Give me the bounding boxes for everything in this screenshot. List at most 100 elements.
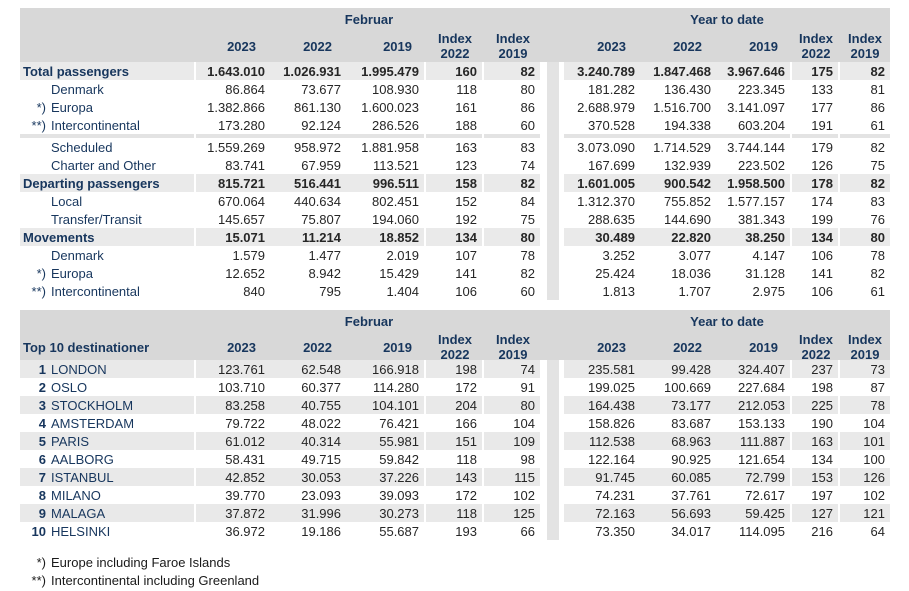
value-cell: 191 [792,116,840,134]
value-cell: 100 [863,451,885,467]
table-row: *) Europa 12.652 8.942 15.429 141 82 25.424 18.0… [20,264,890,282]
table-row: Scheduled 1.559.269 958.972 1.881.958 163 83 3… [20,138,890,156]
row-prefix: *) [36,265,46,281]
value-cell: 2.019 [346,246,426,264]
row-label: MILANO [51,487,101,503]
value-cell: 8.942 [308,265,341,281]
value-cell: 3.240.789 [564,62,640,80]
column-group-gap [542,432,564,450]
col-header-year: 2019 [716,332,792,362]
value-cell: 72.799 [716,468,792,486]
row-label-cell: 1 LONDON [20,360,196,378]
col-header-year: 2023 [564,332,640,362]
row-prefix: 10 [31,523,46,539]
row-label-cell: Local [20,192,196,210]
table-row: *) Europa 1.382.866 861.130 1.600.023 161 86 2.… [20,98,890,116]
value-cell: 1.847.468 [640,62,716,80]
row-prefix: 7 [38,469,46,485]
value-cell: 861.130 [294,99,341,115]
row-label-cell: *) Europa [20,98,196,116]
value-cell: 178 [792,174,840,192]
value-cell: 603.204 [716,116,792,134]
row-label-cell: Departing passengers [20,174,196,192]
value-cell: 172 [426,378,484,396]
value-cell: 18.036 [671,265,711,281]
column-group-gap [542,396,564,414]
value-cell: 78 [484,246,542,264]
value-cell: 324.407 [716,360,792,378]
value-cell: 81 [870,81,885,97]
group-header-year-to-date: Year to date [564,8,890,30]
value-cell: 80 [484,396,542,414]
group-header-februar: Februar [196,8,542,30]
col-header-index-line1: Index [438,31,472,46]
footnote: *) Europe including Faroe Islands [20,553,890,571]
table-row: Total passengers 1.643.010 1.026.931 1.995.… [20,62,890,80]
row-label: PARIS [51,433,90,449]
value-cell: 83 [870,193,885,209]
column-group-gap [542,282,564,300]
value-cell: 78 [840,396,890,414]
value-cell: 76.421 [346,414,426,432]
value-cell: 204 [426,396,484,414]
value-cell: 3.252 [602,247,635,263]
value-cell: 108.930 [346,80,426,98]
value-cell: 15.071 [196,228,270,246]
value-cell: 25.424 [595,265,635,281]
value-cell: 198 [792,378,840,396]
value-cell: 103.710 [218,379,265,395]
value-cell: 840 [243,283,265,299]
value-cell: 1.577.157 [716,192,792,210]
value-cell: 113.521 [346,156,426,174]
value-cell: 37.872 [196,504,270,522]
row-label: Total passengers [23,63,129,79]
table-header-columns: 2023 2022 2019 Index 2022 Index 2019 2023 2022 20… [20,30,890,62]
value-cell: 60 [484,116,542,134]
value-cell: 1.579 [232,247,265,263]
value-cell: 193 [426,522,484,540]
row-label-cell: *) Europa [20,264,196,282]
value-cell: 74 [484,156,542,174]
value-cell: 59.425 [716,504,792,522]
column-group-gap [542,62,564,80]
value-cell: 123.761 [196,360,270,378]
value-cell: 237 [792,360,840,378]
row-label-cell: Denmark [20,80,196,98]
value-cell: 106 [792,246,840,264]
separator-cell [542,134,564,138]
value-cell: 83.687 [671,415,711,431]
value-cell: 1.600.023 [346,98,426,116]
value-cell: 151 [426,432,484,450]
value-cell: 75 [870,157,885,173]
value-cell: 755.852 [664,193,711,209]
value-cell: 1.601.005 [564,174,640,192]
value-cell: 670.064 [218,193,265,209]
value-cell: 114.280 [346,378,426,396]
table-row: 10 HELSINKI 36.972 19.186 55.687 193 66 73.350 3… [20,522,890,540]
footnote-prefix: **) [31,572,46,588]
value-cell: 11.214 [270,228,346,246]
value-cell: 86 [870,99,885,115]
table-row: **) Intercontinental 173.280 92.124 286.526 1… [20,116,890,134]
column-group-gap [542,210,564,228]
col-header-index-line1: Index [496,31,530,46]
value-cell: 199.025 [588,379,635,395]
value-cell: 216 [792,522,840,540]
row-label: Denmark [51,81,104,97]
value-cell: 60 [484,282,542,300]
col-header-year: 2019 [716,30,792,62]
value-cell: 440.634 [294,193,341,209]
value-cell: 80 [484,80,542,98]
value-cell: 1.382.866 [207,99,265,115]
column-group-gap [542,156,564,174]
row-prefix: 9 [38,505,46,521]
row-label-cell: Total passengers [20,62,196,80]
row-label-cell: 2 OSLO [20,378,196,396]
value-cell: 121.654 [716,450,792,468]
column-group-gap [542,360,564,378]
value-cell: 2.975 [716,282,792,300]
value-cell: 212.053 [716,396,792,414]
table-row: Charter and Other 83.741 67.959 113.521 123 7… [20,156,890,174]
table-row: 8 MILANO 39.770 23.093 39.093 172 102 74.231 37.… [20,486,890,504]
